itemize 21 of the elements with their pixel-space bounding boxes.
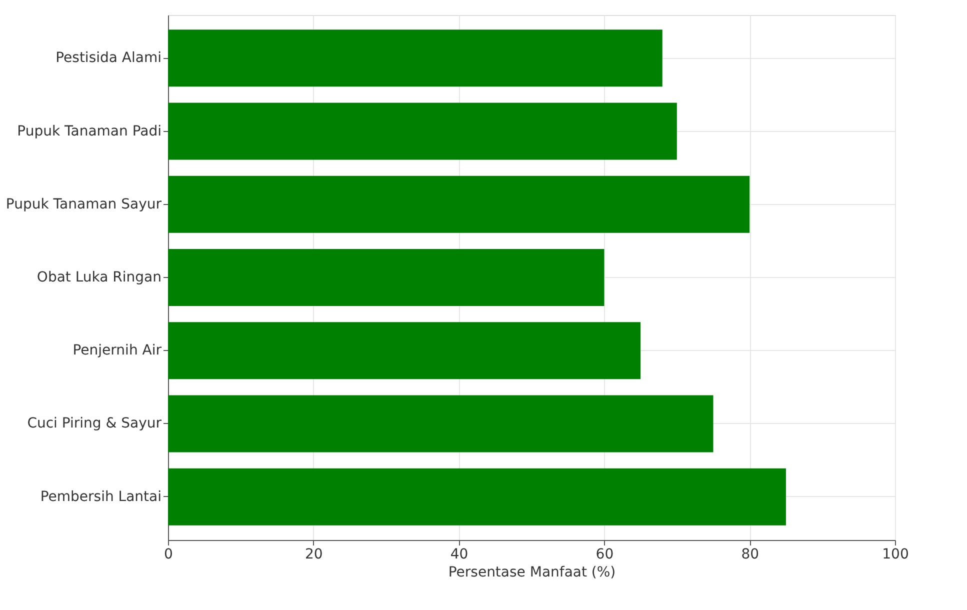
bar bbox=[168, 102, 677, 160]
y-tick-label: Pembersih Lantai bbox=[40, 488, 162, 505]
bar bbox=[168, 248, 604, 306]
y-tick-label: Cuci Piring & Sayur bbox=[27, 416, 162, 432]
bar bbox=[168, 468, 786, 526]
x-tick-label: 20 bbox=[304, 546, 323, 562]
y-tick-label: Obat Luka Ringan bbox=[36, 270, 162, 286]
bar bbox=[168, 176, 750, 233]
bar bbox=[168, 30, 662, 87]
x-tick-label: 100 bbox=[882, 546, 909, 562]
y-tick-label: Pupuk Tanaman Sayur bbox=[6, 196, 162, 212]
x-tick-label: 60 bbox=[596, 546, 614, 562]
y-tick-label: Penjernih Air bbox=[72, 342, 162, 359]
x-tick-label: 0 bbox=[164, 546, 173, 562]
bar bbox=[168, 322, 641, 380]
bar bbox=[168, 395, 714, 452]
x-axis-title: Persentase Manfaat (%) bbox=[448, 564, 616, 580]
x-tick-label: 40 bbox=[450, 546, 468, 562]
y-tick-label: Pestisida Alami bbox=[56, 50, 162, 66]
x-tick-label: 80 bbox=[741, 546, 760, 562]
y-tick-label: Pupuk Tanaman Padi bbox=[17, 123, 162, 140]
